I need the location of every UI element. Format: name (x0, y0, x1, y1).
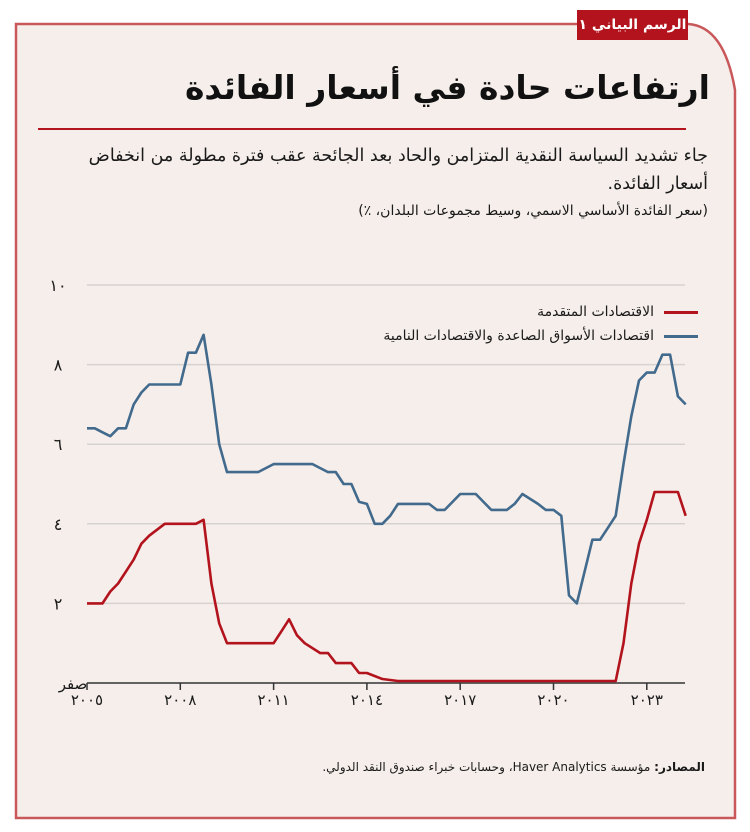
y-tick-label: ٦ (54, 435, 63, 454)
series-line-emerging (87, 333, 687, 605)
legend-item-advanced: الاقتصادات المتقدمة (383, 300, 698, 324)
source-text: مؤسسة Haver Analytics، وحسابات خبراء صند… (322, 760, 651, 774)
gridlines (87, 284, 685, 605)
legend-swatch-emerging (664, 334, 698, 338)
figure-border (14, 22, 737, 820)
y-tick-label: ٨ (54, 356, 63, 375)
series-line-advanced (87, 490, 687, 683)
y-axis-labels: صفر ٢ ٤ ٦ ٨ ١٠ (49, 276, 87, 693)
chart-subtitle: جاء تشديد السياسة النقدية المتزامن والحا… (88, 146, 708, 194)
y-tick-label: صفر (58, 675, 88, 693)
chart-title: ارتفاعات حادة في أسعار الفائدة (184, 68, 710, 107)
y-tick-label: ٢ (54, 594, 63, 613)
x-tick-label: ٢٠٠٥ (71, 691, 103, 709)
y-tick-label: ١٠ (49, 276, 66, 295)
legend: الاقتصادات المتقدمة اقتصادات الأسواق الص… (383, 300, 698, 348)
legend-item-emerging: اقتصادات الأسواق الصاعدة والاقتصادات الن… (383, 324, 698, 348)
figure-tag: الرسم البياني ١ (577, 10, 688, 40)
title-divider (38, 128, 686, 130)
x-tick-label: ٢٠١٤ (351, 691, 383, 709)
x-tick-label: ٢٠٠٨ (164, 691, 196, 709)
legend-swatch-advanced (664, 310, 698, 314)
x-tick-label: ٢٠١١ (257, 691, 289, 709)
series-lines (87, 333, 687, 683)
unit-note: (سعر الفائدة الأساسي الاسمي، وسيط مجموعا… (358, 203, 708, 219)
x-axis: ٢٠٠٥ ٢٠٠٨ ٢٠١١ ٢٠١٤ ٢٠١٧ ٢٠٢٠ ٢٠٢٣ (71, 682, 685, 709)
legend-label-advanced: الاقتصادات المتقدمة (537, 304, 654, 320)
source-note: المصادر: مؤسسة Haver Analytics، وحسابات … (322, 760, 705, 774)
source-label: المصادر: (654, 760, 705, 774)
x-tick-label: ٢٠٢٣ (631, 691, 663, 709)
x-tick-label: ٢٠١٧ (444, 691, 476, 709)
x-tick-label: ٢٠٢٠ (537, 691, 569, 709)
legend-label-emerging: اقتصادات الأسواق الصاعدة والاقتصادات الن… (383, 328, 654, 344)
y-tick-label: ٤ (54, 515, 63, 534)
